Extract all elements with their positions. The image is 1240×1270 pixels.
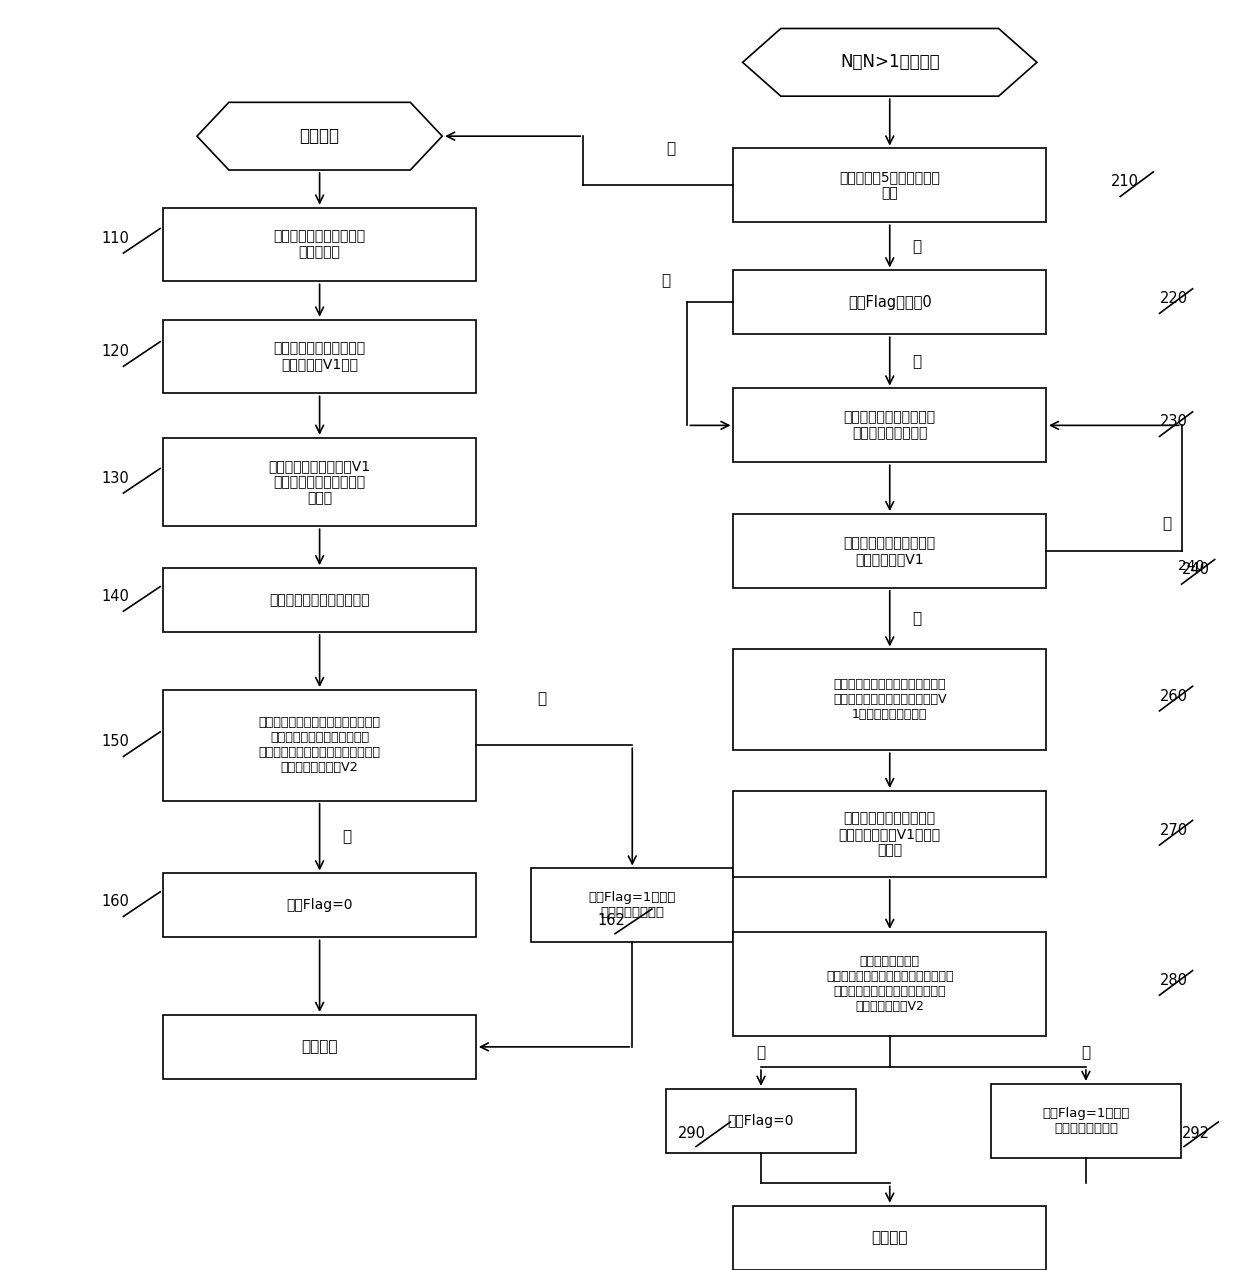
Text: 240: 240	[1182, 561, 1209, 577]
Text: 292: 292	[1182, 1125, 1209, 1140]
Text: 充电结束: 充电结束	[872, 1231, 908, 1245]
FancyBboxPatch shape	[733, 389, 1047, 462]
Text: 否: 否	[913, 239, 921, 254]
Polygon shape	[743, 28, 1037, 97]
FancyBboxPatch shape	[733, 1205, 1047, 1270]
Text: 首次充电: 首次充电	[300, 127, 340, 145]
Text: 设置Flag=1，删除
记录的单体电池号: 设置Flag=1，删除 记录的单体电池号	[1043, 1106, 1130, 1134]
Text: 记录进行均衡的单体电池号: 记录进行均衡的单体电池号	[269, 593, 370, 607]
Text: 是: 是	[666, 141, 675, 156]
FancyBboxPatch shape	[164, 690, 476, 801]
Text: 130: 130	[102, 471, 129, 486]
Text: 判断是否前5次充电均提前
结束: 判断是否前5次充电均提前 结束	[839, 170, 940, 201]
Text: 160: 160	[102, 894, 129, 909]
FancyBboxPatch shape	[991, 1083, 1180, 1158]
Text: 120: 120	[102, 344, 129, 359]
Text: 110: 110	[102, 231, 129, 246]
FancyBboxPatch shape	[733, 149, 1047, 222]
Text: 162: 162	[598, 913, 626, 927]
Text: 否: 否	[756, 1045, 765, 1060]
Text: 否: 否	[661, 273, 670, 288]
FancyBboxPatch shape	[164, 568, 476, 632]
Text: 否: 否	[342, 829, 351, 845]
Text: 检测电池组中若干个单体
电池的电压: 检测电池组中若干个单体 电池的电压	[274, 230, 366, 259]
Text: 270: 270	[1159, 823, 1188, 838]
Text: 140: 140	[102, 589, 129, 605]
Text: N（N>1）次充电: N（N>1）次充电	[839, 53, 940, 71]
Text: 210: 210	[1111, 174, 1138, 189]
Text: 260: 260	[1159, 688, 1188, 704]
FancyBboxPatch shape	[733, 791, 1047, 878]
Text: 设置Flag=1，删除
记录的单体电池号: 设置Flag=1，删除 记录的单体电池号	[589, 892, 676, 919]
FancyBboxPatch shape	[666, 1088, 856, 1153]
Text: 230: 230	[1159, 414, 1188, 429]
FancyBboxPatch shape	[164, 874, 476, 937]
Text: 150: 150	[102, 734, 129, 749]
FancyBboxPatch shape	[733, 271, 1047, 334]
Text: 设置Flag=0: 设置Flag=0	[728, 1114, 795, 1128]
Text: 是: 是	[1081, 1045, 1090, 1060]
FancyBboxPatch shape	[164, 207, 476, 282]
Text: 是: 是	[913, 611, 921, 626]
Text: 240: 240	[1178, 559, 1204, 573]
Text: 根据记录的单体电池号对
该单体电池进行均衡: 根据记录的单体电池号对 该单体电池进行均衡	[843, 410, 936, 441]
Text: 将所检测的单体电池的电
压与设定值V1比较: 将所检测的单体电池的电 压与设定值V1比较	[274, 342, 366, 372]
FancyBboxPatch shape	[164, 320, 476, 394]
Polygon shape	[197, 103, 443, 170]
Text: 停止根据记录的单体电池号对单体
电池进行的均衡，对达到设定值V
1的单体电池进行均衡: 停止根据记录的单体电池号对单体 电池进行的均衡，对达到设定值V 1的单体电池进行…	[833, 678, 946, 721]
Text: 充电结束: 充电结束	[301, 1039, 337, 1054]
Text: 设置Flag=0: 设置Flag=0	[286, 898, 353, 912]
Text: 充电截止时，检测
电池组中若干个单体电池的电压，判断
所检测的若干个单体电池的电压是
否均大于设定值V2: 充电截止时，检测 电池组中若干个单体电池的电压，判断 所检测的若干个单体电池的电…	[826, 955, 954, 1013]
FancyBboxPatch shape	[733, 932, 1047, 1036]
Text: 检测Flag是否为0: 检测Flag是否为0	[848, 295, 931, 310]
FancyBboxPatch shape	[164, 1015, 476, 1080]
Text: 首次充电截止时，检测所述电池组中
若干个单体电池的电压，判断
所检测的所述若干个单体电池的电压
是否均大于设定值V2: 首次充电截止时，检测所述电池组中 若干个单体电池的电压，判断 所检测的所述若干个…	[259, 716, 381, 775]
Text: 是: 是	[913, 354, 921, 368]
FancyBboxPatch shape	[733, 514, 1047, 588]
Text: 280: 280	[1159, 973, 1188, 988]
FancyBboxPatch shape	[531, 869, 733, 942]
Text: 否: 否	[1162, 517, 1172, 531]
Text: 220: 220	[1159, 291, 1188, 306]
FancyBboxPatch shape	[733, 649, 1047, 751]
FancyBboxPatch shape	[164, 438, 476, 526]
Text: 是: 是	[537, 691, 547, 706]
Text: 检测是否有单体电池的电
压达到设定值V1: 检测是否有单体电池的电 压达到设定值V1	[843, 536, 936, 566]
Text: 删除记录的单体电池号，
记录达到设定值V1的单体
电池号: 删除记录的单体电池号， 记录达到设定值V1的单体 电池号	[838, 810, 941, 857]
Text: 对在大于或等于设定值V1
范围内的单体电池进行电
压均衡: 对在大于或等于设定值V1 范围内的单体电池进行电 压均衡	[269, 458, 371, 505]
Text: 290: 290	[677, 1125, 706, 1140]
